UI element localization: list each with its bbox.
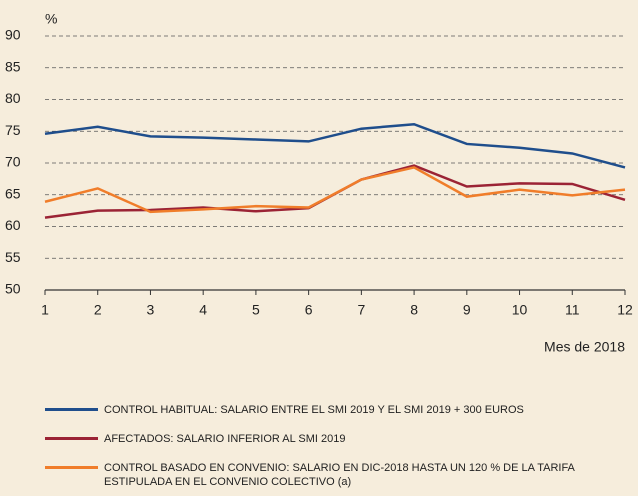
- legend-item: AFECTADOS: SALARIO INFERIOR AL SMI 2019: [45, 432, 625, 446]
- y-tick-label: 75: [5, 122, 21, 138]
- legend-item: CONTROL HABITUAL: SALARIO ENTRE EL SMI 2…: [45, 403, 625, 417]
- x-tick-label: 4: [199, 302, 207, 318]
- y-tick-label: 80: [5, 90, 21, 106]
- x-tick-label: 9: [463, 302, 471, 318]
- x-tick-label: 7: [357, 302, 365, 318]
- x-tick-label: 11: [565, 302, 580, 318]
- x-tick-label: 12: [617, 302, 633, 318]
- legend-swatch: [45, 437, 98, 440]
- legend-label: CONTROL HABITUAL: SALARIO ENTRE EL SMI 2…: [104, 404, 524, 416]
- legend-swatch: [45, 466, 98, 469]
- x-tick-label: 1: [41, 302, 49, 318]
- x-tick-label: 8: [410, 302, 418, 318]
- x-tick-label: 5: [252, 302, 260, 318]
- y-tick-label: 55: [5, 249, 21, 265]
- legend-label: CONTROL BASADO EN CONVENIO: SALARIO EN D…: [104, 462, 575, 488]
- legend-item: CONTROL BASADO EN CONVENIO: SALARIO EN D…: [45, 461, 625, 489]
- legend-label: AFECTADOS: SALARIO INFERIOR AL SMI 2019: [104, 433, 346, 445]
- series-line: [44, 122, 626, 169]
- y-tick-label: 70: [5, 154, 21, 170]
- x-tick-label: 2: [94, 302, 102, 318]
- x-tick-label: 3: [147, 302, 155, 318]
- y-tick-label: 60: [5, 217, 21, 233]
- y-axis-label: %: [45, 11, 57, 27]
- series-line: [44, 166, 626, 214]
- x-tick-label: 6: [305, 302, 313, 318]
- x-axis-label: Mes de 2018: [544, 339, 625, 355]
- legend-swatch: [45, 408, 98, 411]
- y-tick-label: 90: [5, 27, 21, 43]
- y-tick-label: 85: [5, 58, 21, 74]
- y-tick-label: 50: [5, 281, 21, 297]
- x-tick-label: 10: [512, 302, 528, 318]
- y-tick-label: 65: [5, 185, 21, 201]
